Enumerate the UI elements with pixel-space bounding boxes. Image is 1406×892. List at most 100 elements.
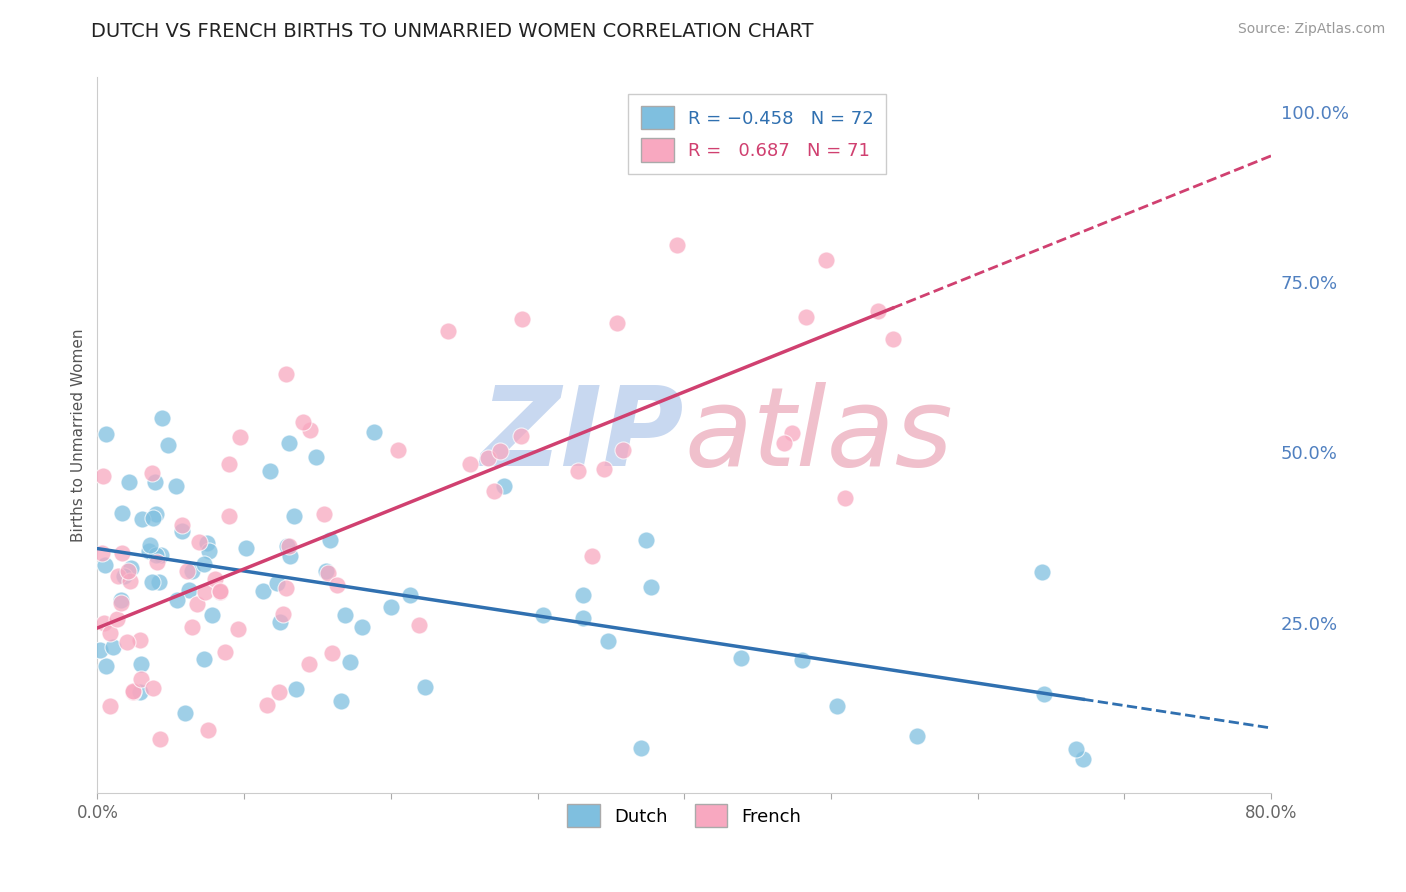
Point (283, 509, 305, 524)
Point (330, 694, 353, 708)
Point (581, 549, 603, 563)
Point (111, 546, 134, 560)
Point (510, 312, 533, 326)
Point (194, 584, 217, 599)
Point (142, 511, 165, 525)
Point (98, 698, 121, 713)
Point (477, 451, 499, 466)
Point (156, 438, 179, 452)
Point (458, 457, 481, 471)
Point (665, 237, 688, 252)
Point (319, 533, 342, 547)
Point (494, 479, 516, 493)
Point (273, 607, 295, 622)
Point (730, 650, 752, 665)
Point (186, 597, 208, 611)
Text: atlas: atlas (685, 382, 953, 489)
Point (304, 450, 326, 464)
Point (201, 608, 224, 623)
Point (252, 584, 274, 599)
Point (636, 533, 658, 547)
Point (640, 580, 662, 594)
Point (91, 468, 114, 483)
Point (256, 698, 278, 713)
Point (326, 578, 349, 592)
Text: DUTCH VS FRENCH BIRTHS TO UNMARRIED WOMEN CORRELATION CHART: DUTCH VS FRENCH BIRTHS TO UNMARRIED WOME… (91, 22, 814, 41)
Point (278, 549, 301, 564)
Point (129, 657, 152, 671)
Point (773, 436, 796, 450)
Point (278, 436, 301, 450)
Point (1066, 741, 1088, 756)
Point (176, 564, 198, 578)
Point (488, 444, 510, 458)
Point (111, 506, 134, 520)
Point (630, 741, 652, 756)
Point (197, 723, 219, 737)
Point (834, 491, 856, 506)
Point (218, 458, 240, 472)
Point (128, 632, 150, 647)
Text: Source: ZipAtlas.com: Source: ZipAtlas.com (1237, 22, 1385, 37)
Point (606, 317, 628, 331)
Point (149, 548, 172, 562)
Point (380, 599, 402, 614)
Point (107, 569, 129, 583)
Point (118, 475, 141, 490)
Point (89, 643, 111, 657)
Point (825, 698, 848, 713)
Point (148, 731, 170, 746)
Point (94, 558, 117, 573)
Point (882, 332, 904, 346)
Point (110, 596, 132, 610)
Point (209, 583, 232, 598)
Point (814, 252, 837, 267)
Point (122, 685, 145, 699)
Point (214, 645, 236, 659)
Point (131, 511, 153, 525)
Point (195, 536, 218, 550)
Point (129, 673, 152, 687)
Point (181, 620, 204, 634)
Point (145, 507, 167, 521)
Point (226, 622, 249, 636)
Point (335, 608, 357, 623)
Point (174, 706, 197, 720)
Point (141, 575, 163, 590)
Point (180, 564, 202, 578)
Point (204, 572, 226, 586)
Point (314, 507, 336, 521)
Point (363, 425, 385, 439)
Point (531, 608, 554, 623)
Point (170, 517, 193, 532)
Point (321, 646, 343, 660)
Point (284, 681, 307, 696)
Point (193, 652, 215, 666)
Point (166, 592, 188, 607)
Point (780, 425, 803, 440)
Point (218, 508, 240, 523)
Point (129, 685, 152, 699)
Point (172, 524, 194, 538)
Point (482, 483, 505, 498)
Point (94, 659, 117, 673)
Point (567, 464, 589, 478)
Point (117, 565, 139, 579)
Point (408, 618, 430, 632)
Point (105, 612, 128, 626)
Point (339, 655, 361, 669)
Point (298, 423, 321, 437)
Point (274, 581, 297, 595)
Point (112, 569, 135, 583)
Legend: Dutch, French: Dutch, French (560, 797, 808, 834)
Point (276, 539, 298, 553)
Point (1031, 565, 1053, 579)
Point (235, 541, 257, 556)
Point (612, 443, 634, 458)
Point (352, 620, 374, 634)
Point (208, 585, 231, 599)
Point (142, 681, 165, 696)
Point (188, 535, 211, 549)
Point (198, 544, 221, 558)
Point (316, 566, 339, 581)
